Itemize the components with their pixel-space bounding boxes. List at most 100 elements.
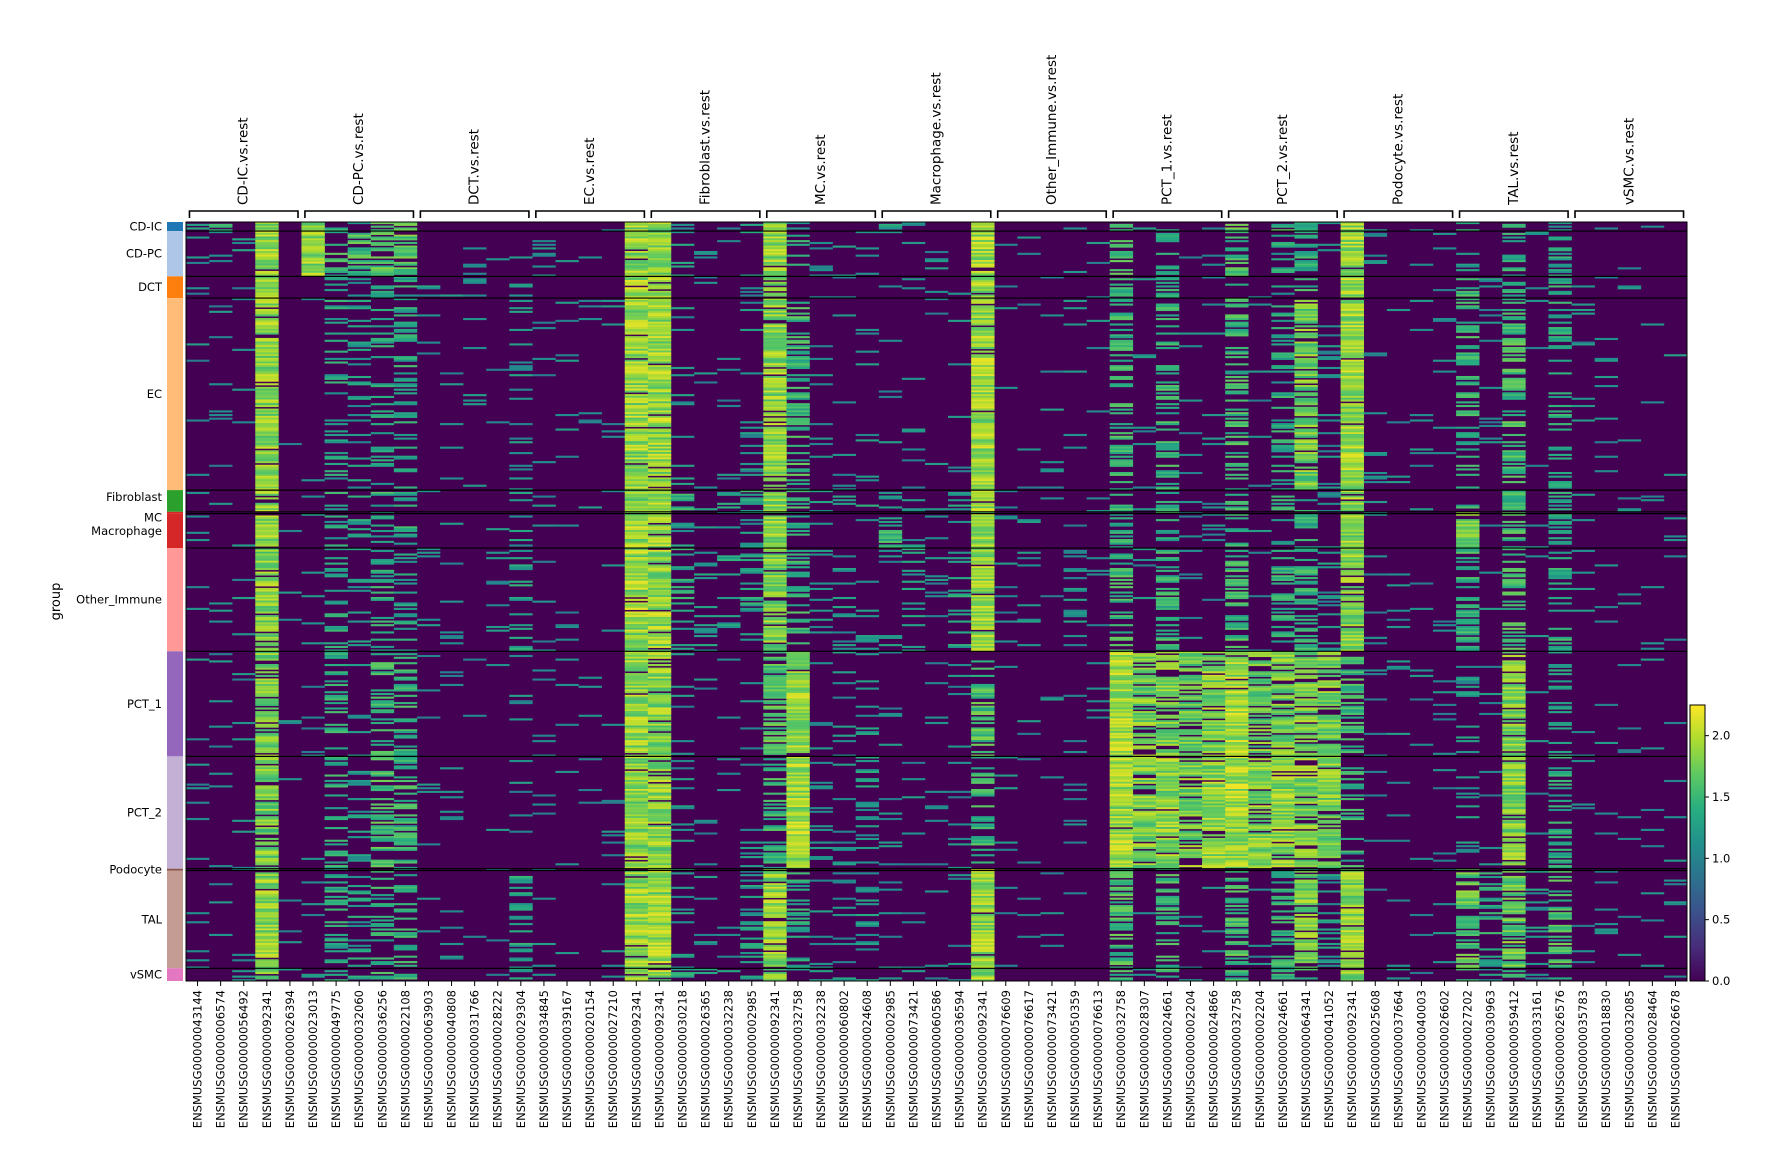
heatmap-cell bbox=[1132, 758, 1157, 761]
heatmap-cell bbox=[1109, 698, 1134, 701]
heatmap-cell bbox=[878, 546, 903, 549]
heatmap-cell bbox=[1502, 774, 1526, 777]
heatmap-cell bbox=[624, 586, 649, 589]
heatmap-cell bbox=[740, 587, 764, 591]
heatmap-cell bbox=[1340, 772, 1365, 775]
heatmap-cell bbox=[1502, 444, 1526, 447]
heatmap-cell bbox=[1340, 564, 1365, 567]
heatmap-cell bbox=[1502, 600, 1526, 603]
heatmap-cell bbox=[1202, 736, 1226, 739]
heatmap-cell bbox=[763, 520, 787, 523]
heatmap-cell bbox=[301, 247, 325, 250]
heatmap-cell bbox=[1294, 370, 1318, 373]
heatmap-cell bbox=[901, 223, 926, 226]
heatmap-cell bbox=[832, 314, 856, 317]
heatmap-cell bbox=[624, 685, 649, 688]
heatmap-cell bbox=[694, 644, 718, 647]
heatmap-cell bbox=[1225, 627, 1249, 630]
heatmap-cell bbox=[624, 716, 649, 719]
heatmap-cell bbox=[370, 596, 395, 600]
heatmap-cell bbox=[1456, 740, 1480, 743]
heatmap-cell bbox=[255, 508, 279, 511]
heatmap-cell bbox=[393, 412, 418, 415]
heatmap-cell bbox=[555, 359, 579, 362]
heatmap-cell bbox=[717, 506, 741, 509]
heatmap-cell bbox=[1155, 529, 1180, 533]
heatmap-cell bbox=[1132, 486, 1157, 489]
heatmap-cell bbox=[1225, 240, 1249, 243]
heatmap-cell bbox=[971, 767, 995, 770]
heatmap-cell bbox=[1456, 473, 1480, 476]
heatmap-cell bbox=[1317, 721, 1341, 725]
heatmap-cell bbox=[624, 247, 649, 250]
heatmap-cell bbox=[1456, 265, 1480, 268]
heatmap-cell bbox=[255, 510, 279, 513]
heatmap-cell bbox=[1363, 511, 1388, 514]
heatmap-cell bbox=[786, 745, 810, 748]
heatmap-cell bbox=[624, 736, 649, 739]
heatmap-cell bbox=[1225, 656, 1249, 659]
heatmap-cell bbox=[647, 365, 672, 368]
heatmap-cell bbox=[1155, 761, 1180, 764]
heatmap-cell bbox=[855, 714, 880, 717]
heatmap-cell bbox=[971, 508, 995, 511]
heatmap-cell bbox=[763, 573, 787, 576]
heatmap-cell bbox=[647, 310, 672, 313]
heatmap-cell bbox=[1109, 343, 1134, 346]
heatmap-cell bbox=[1594, 470, 1619, 473]
heatmap-cell bbox=[1479, 441, 1503, 444]
heatmap-cell bbox=[486, 258, 510, 261]
heatmap-cell bbox=[1456, 307, 1480, 310]
heatmap-cell bbox=[763, 645, 787, 648]
heatmap-cell bbox=[740, 522, 764, 525]
heatmap-cell bbox=[1271, 482, 1295, 485]
heatmap-cell bbox=[1502, 232, 1526, 235]
heatmap-cell bbox=[763, 526, 787, 529]
heatmap-cell bbox=[763, 287, 787, 290]
heatmap-cell bbox=[601, 435, 626, 438]
heatmap-cell bbox=[763, 528, 787, 531]
heatmap-cell bbox=[255, 609, 279, 612]
heatmap-cell bbox=[1155, 591, 1180, 594]
heatmap-cell bbox=[393, 662, 418, 665]
heatmap-cell bbox=[1294, 781, 1318, 784]
heatmap-cell bbox=[1456, 346, 1480, 350]
heatmap-cell bbox=[255, 285, 279, 288]
heatmap-cell bbox=[832, 763, 856, 766]
heatmap-cell bbox=[255, 346, 279, 350]
heatmap-cell bbox=[624, 539, 649, 542]
heatmap-cell bbox=[1571, 493, 1595, 496]
heatmap-cell bbox=[924, 537, 949, 540]
heatmap-cell bbox=[1109, 705, 1134, 708]
heatmap-cell bbox=[1271, 314, 1295, 317]
heatmap-cell bbox=[624, 441, 649, 444]
heatmap-cell bbox=[1340, 223, 1365, 226]
heatmap-cell bbox=[971, 778, 995, 781]
heatmap-cell bbox=[624, 647, 649, 650]
heatmap-cell bbox=[1340, 247, 1365, 250]
heatmap-cell bbox=[786, 336, 810, 339]
heatmap-cell bbox=[1363, 475, 1388, 478]
heatmap-cell bbox=[370, 620, 395, 623]
heatmap-cell bbox=[416, 624, 441, 627]
heatmap-cell bbox=[393, 383, 418, 386]
heatmap-cell bbox=[1294, 520, 1318, 523]
heatmap-cell bbox=[255, 232, 279, 235]
heatmap-cell bbox=[1456, 549, 1480, 552]
heatmap-cell bbox=[1178, 763, 1203, 766]
heatmap-cell bbox=[255, 292, 279, 295]
heatmap-cell bbox=[948, 664, 972, 667]
heatmap-cell bbox=[301, 232, 325, 235]
heatmap-cell bbox=[624, 470, 649, 473]
heatmap-cell bbox=[1202, 798, 1226, 801]
heatmap-cell bbox=[647, 718, 672, 721]
heatmap-cell bbox=[1317, 656, 1341, 659]
heatmap-cell bbox=[763, 232, 787, 235]
heatmap-cell bbox=[301, 227, 325, 230]
heatmap-cell bbox=[1502, 499, 1526, 502]
heatmap-cell bbox=[740, 223, 764, 226]
heatmap-cell bbox=[1017, 448, 1041, 451]
heatmap-cell bbox=[255, 798, 279, 801]
heatmap-cell bbox=[647, 394, 672, 397]
heatmap-cell bbox=[763, 593, 787, 596]
